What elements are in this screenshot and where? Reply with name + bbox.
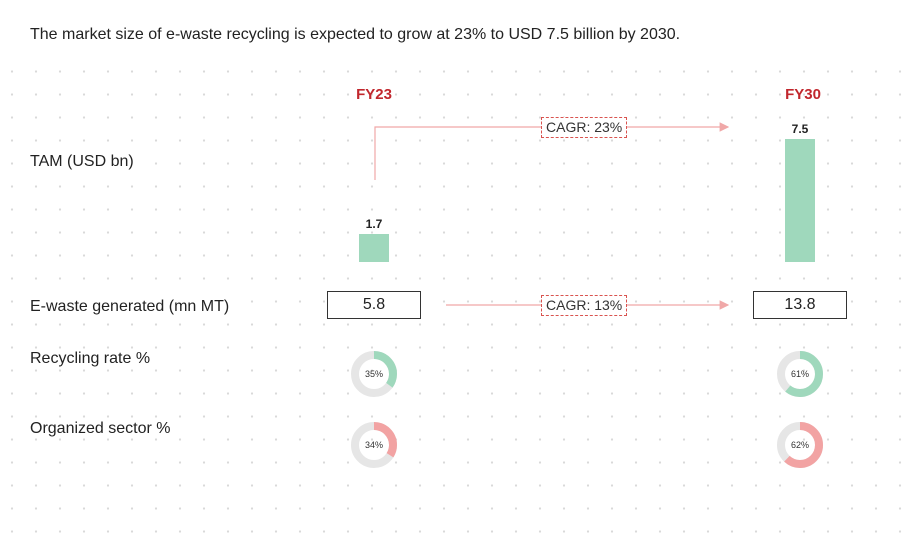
row-label-organized: Organized sector % [30,420,171,438]
tam-bar-fy30 [785,139,815,262]
page-title: The market size of e-waste recycling is … [30,26,681,43]
tam-bar-fy23 [359,234,389,262]
organized-donut-fy30 [777,422,823,468]
header-fy23: FY23 [356,86,392,103]
organized-value-fy23: 34% [364,440,383,450]
row-label-ewaste: E-waste generated (mn MT) [30,298,230,316]
tam-cagr-label: CAGR: 23% [541,117,628,138]
organized-value-fy30: 62% [790,440,809,450]
recycling-value-fy30: 61% [790,369,809,379]
row-label-tam: TAM (USD bn) [30,153,134,171]
organized-donut-fy23 [351,422,397,468]
ewaste-cagr-label: CAGR: 13% [541,295,628,316]
ewaste-value-fy23: 5.8 [327,291,421,319]
row-label-recycling: Recycling rate % [30,350,151,368]
recycling-value-fy23: 35% [364,369,383,379]
tam-value-fy23: 1.7 [365,217,383,232]
recycling-donut-fy30 [777,351,823,397]
ewaste-value-fy30: 13.8 [753,291,847,319]
tam-value-fy30: 7.5 [791,122,809,136]
recycling-donut-fy23 [351,351,397,397]
header-fy30: FY30 [785,86,821,103]
